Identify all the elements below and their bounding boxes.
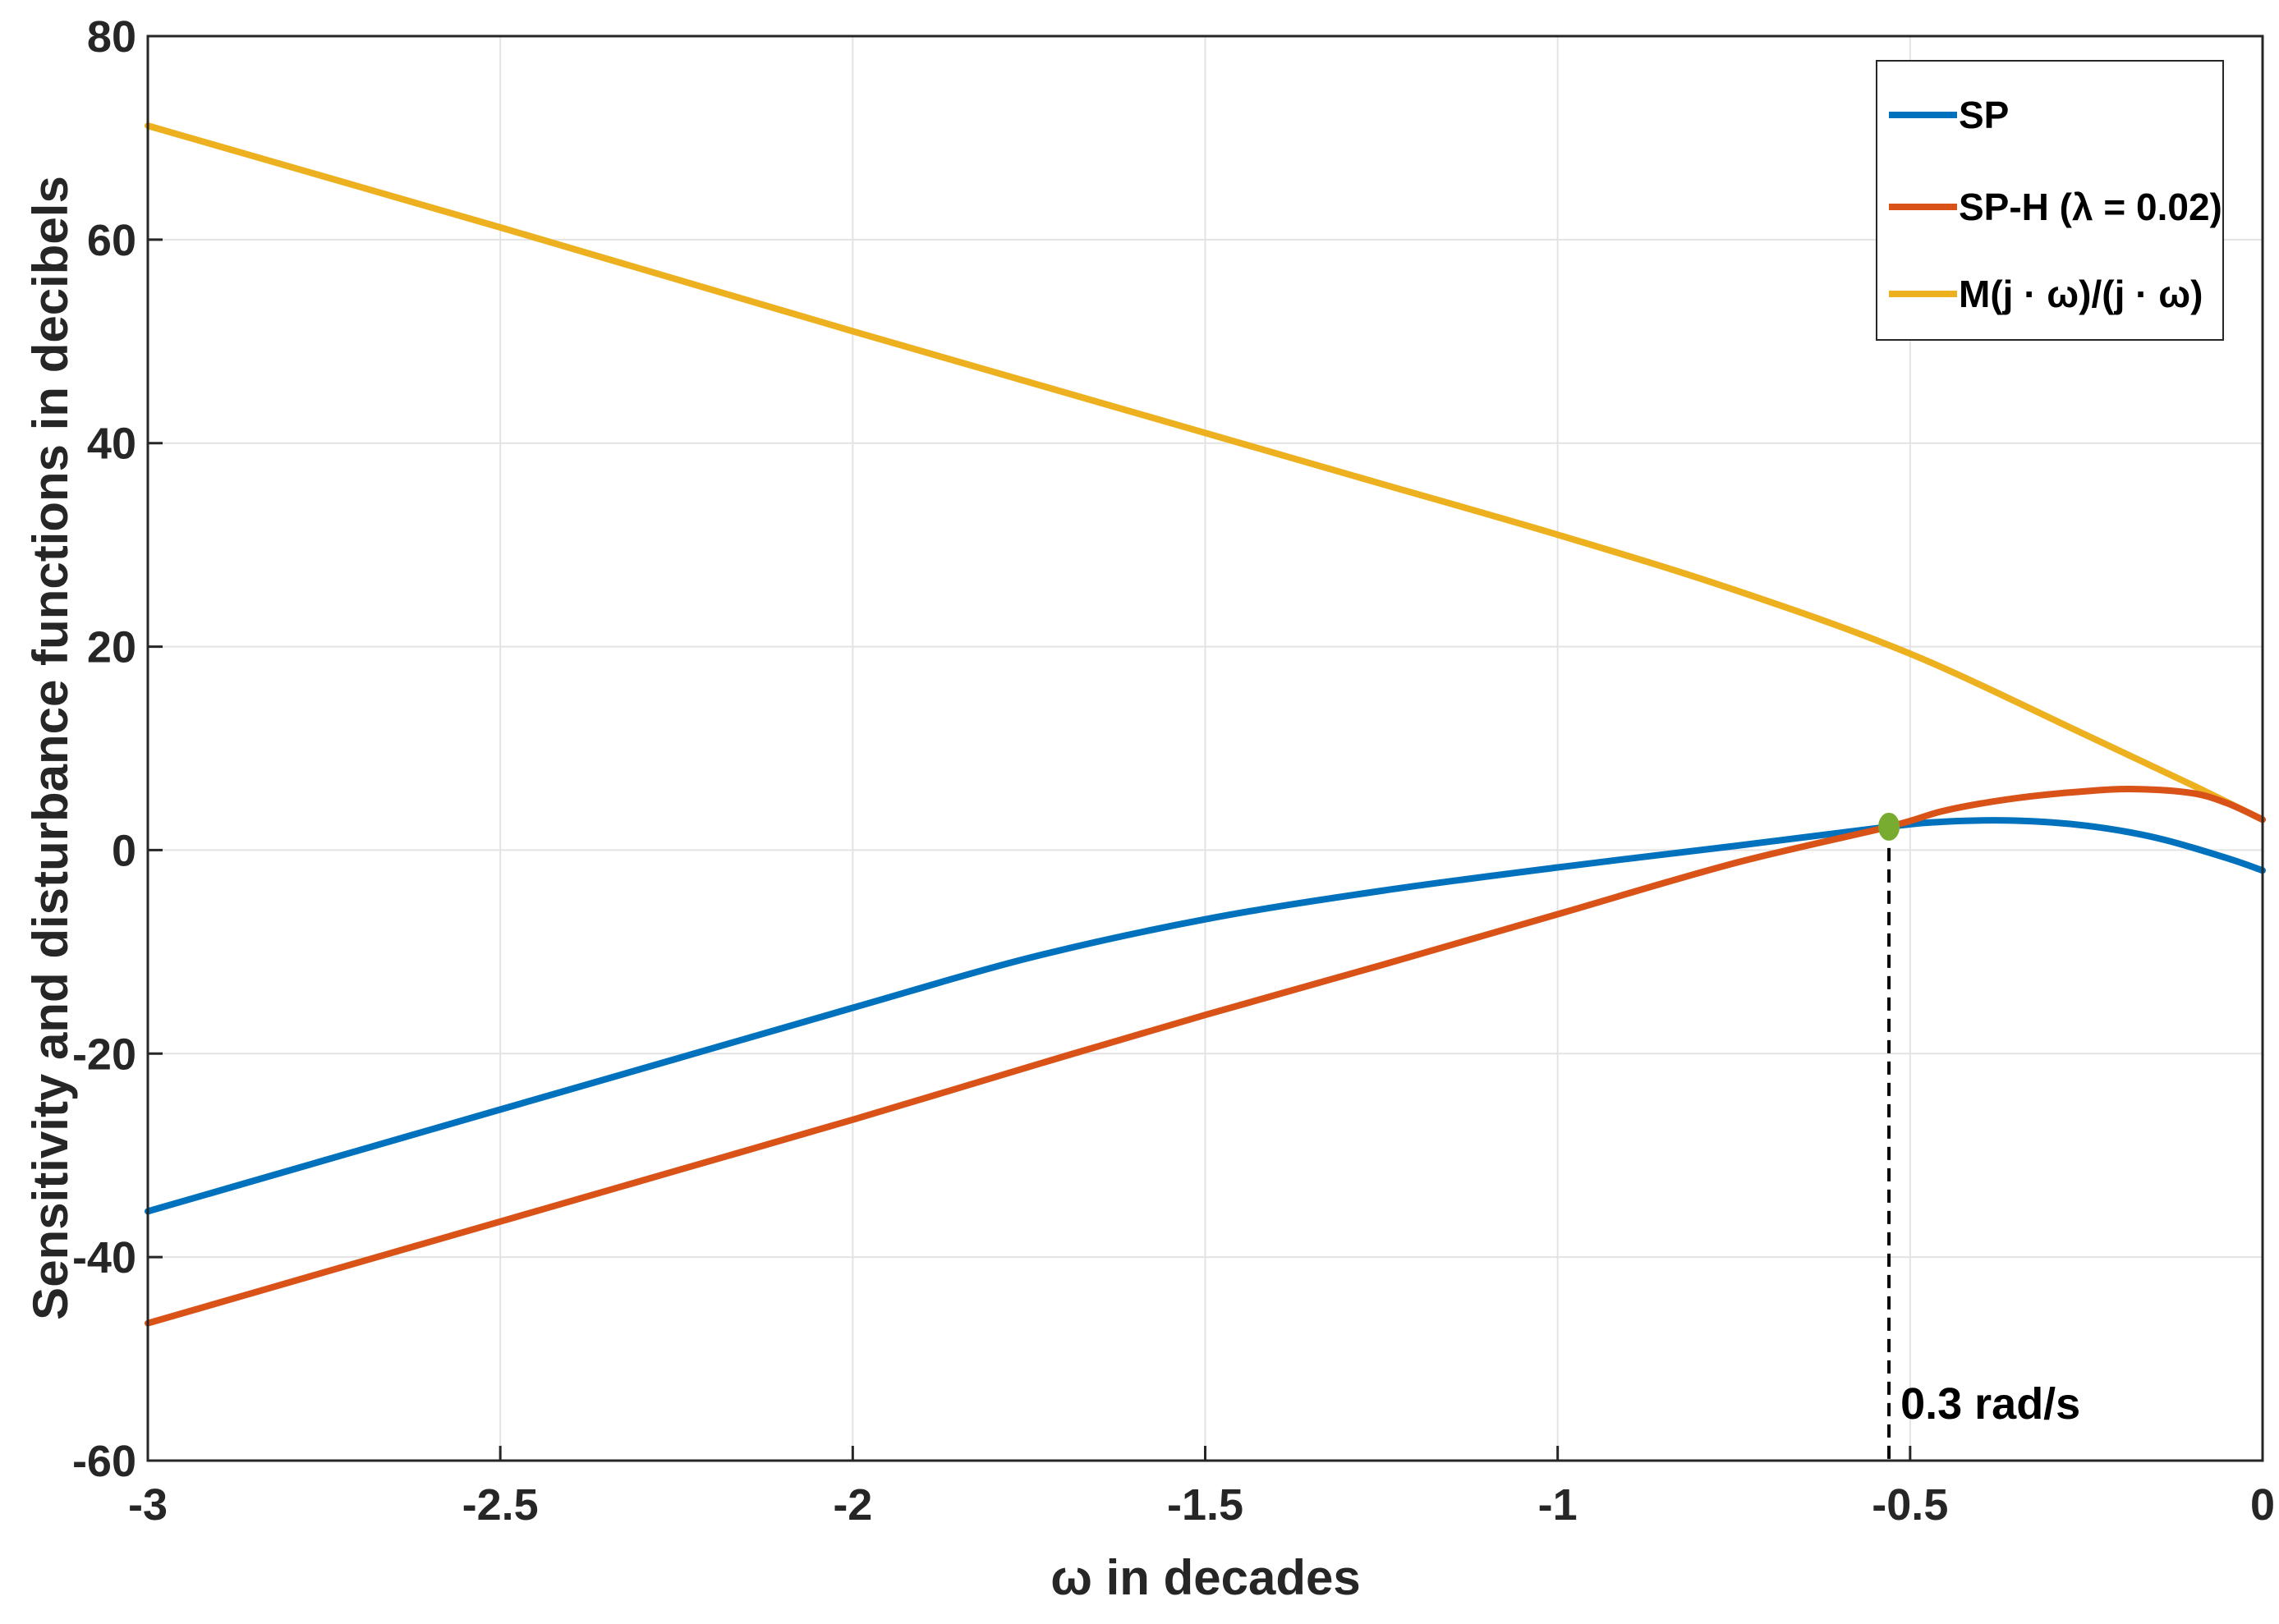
series-line <box>145 817 2266 1215</box>
y-tick-label: 60 <box>87 216 136 265</box>
series-line <box>145 122 2266 823</box>
x-axis-title: ω in decades <box>1050 1550 1361 1605</box>
series-line <box>145 786 2266 1327</box>
annotation-label: 0.3 rad/s <box>1900 1379 2080 1429</box>
legend: SP SP-H (λ = 0.02) M(j · ω)/(j · ω) <box>1876 60 2224 341</box>
y-tick-label: -20 <box>72 1030 136 1079</box>
x-tick-label: -3 <box>128 1480 168 1530</box>
x-tick-label: -0.5 <box>1872 1480 1948 1530</box>
x-tick-label: -2.5 <box>462 1480 539 1530</box>
legend-label: SP-H (λ = 0.02) <box>1959 186 2222 228</box>
y-tick-label: -40 <box>72 1233 136 1282</box>
y-tick-label: -60 <box>72 1437 136 1486</box>
y-ticks: -60 -40 -20 0 20 40 60 80 <box>72 12 163 1486</box>
y-tick-label: 40 <box>87 420 136 469</box>
legend-label: M(j · ω)/(j · ω) <box>1959 273 2203 315</box>
y-tick-label: 20 <box>87 623 136 672</box>
x-tick-label: -1 <box>1538 1480 1578 1530</box>
annotation-marker <box>1878 812 1900 841</box>
series-group <box>145 122 2266 1327</box>
legend-label: SP <box>1959 94 2009 136</box>
x-tick-label: -1.5 <box>1167 1480 1243 1530</box>
x-ticks: -3 -2.5 -2 -1.5 -1 -0.5 0 <box>128 1446 2275 1530</box>
y-axis-title: Sensitivity and disturbance functions in… <box>23 176 78 1320</box>
x-tick-label: 0 <box>2250 1480 2275 1530</box>
x-tick-label: -2 <box>833 1480 872 1530</box>
y-tick-label: 80 <box>87 12 136 62</box>
annotation-group: 0.3 rad/s <box>1878 812 2080 1461</box>
y-tick-label: 0 <box>112 826 136 875</box>
